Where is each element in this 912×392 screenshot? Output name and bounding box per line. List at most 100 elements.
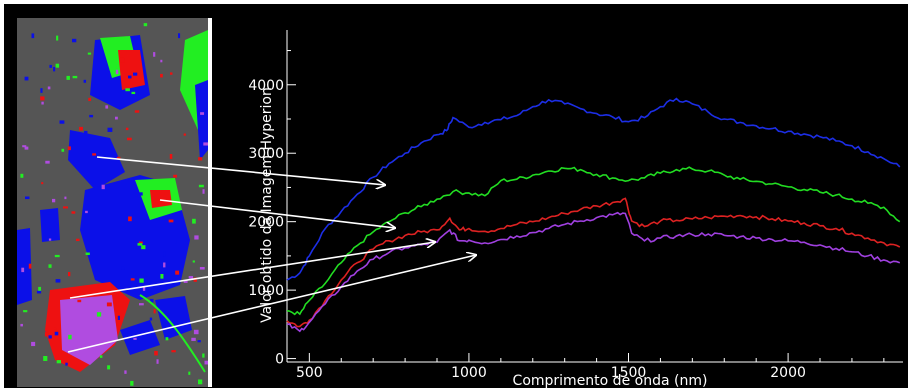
pixel-speck [201, 90, 206, 94]
pixel-speck [72, 38, 77, 43]
pixel-speck [117, 315, 120, 320]
pixel-speck [139, 192, 143, 196]
pixel-speck [163, 251, 166, 257]
blue-region [120, 320, 160, 355]
pixel-speck [52, 198, 56, 203]
pixel-speck [28, 263, 32, 269]
pixel-speck [21, 267, 25, 273]
pixel-speck [97, 285, 101, 288]
inset-separator [208, 18, 212, 387]
pixel-speck [85, 252, 90, 256]
pixel-speck [61, 148, 65, 152]
pixel-speck [119, 57, 125, 63]
pixel-speck [188, 371, 191, 375]
blue-region [68, 130, 125, 190]
pixel-speck [101, 184, 105, 190]
pixel-speck [171, 350, 176, 353]
pixel-speck [116, 156, 121, 160]
pixel-speck [41, 182, 44, 185]
pixel-speck [130, 380, 134, 386]
pixel-speck [125, 88, 130, 92]
spectral-chart: 0 1000 2000 3000 4000 500 1000 1500 2000 Compri… [212, 18, 907, 389]
pixel-speck [108, 284, 112, 290]
pixel-speck [31, 341, 36, 347]
pixel-speck [121, 266, 125, 270]
series-line-1 [286, 97, 901, 281]
pixel-speck [46, 211, 52, 215]
pixel-speck [56, 35, 59, 41]
pixel-speck [183, 133, 186, 136]
pixel-speck [160, 73, 163, 78]
blue-region [195, 80, 208, 160]
pixel-speck [191, 337, 196, 341]
pixel-speck [106, 302, 112, 307]
pixel-speck [160, 59, 163, 63]
pixel-speck [128, 216, 132, 222]
pixel-speck [23, 310, 28, 313]
pixel-speck [87, 52, 92, 55]
y-tick-label: 2000 [248, 215, 284, 231]
pixel-speck [168, 219, 174, 223]
pixel-speck [115, 69, 119, 75]
x-tick-label: 1500 [611, 365, 647, 381]
pixel-speck [53, 67, 56, 72]
pixel-speck [65, 362, 68, 366]
pixel-speck [85, 210, 88, 214]
pixel-speck [125, 127, 129, 131]
pixel-speck [198, 379, 203, 385]
pixel-speck [56, 360, 61, 364]
pixel-speck [202, 189, 205, 194]
pixel-speck [131, 91, 136, 95]
pixel-speck [38, 286, 42, 292]
pixel-speck [156, 359, 159, 364]
pixel-speck [48, 335, 52, 339]
pixel-speck [130, 278, 135, 281]
pixel-speck [178, 33, 181, 39]
pixel-speck [36, 290, 42, 294]
pixel-speck [55, 63, 60, 68]
pixel-speck [202, 353, 205, 358]
pixel-speck [84, 130, 88, 134]
pixel-speck [107, 365, 111, 370]
pixel-speck [128, 75, 132, 79]
classification-image-inset [17, 18, 208, 387]
pixel-speck [88, 97, 92, 102]
pixel-speck [20, 323, 23, 327]
pixel-speck [142, 286, 146, 291]
pixel-speck [153, 309, 156, 314]
pixel-speck [25, 196, 30, 200]
x-axis-title: Comprimento de onda (nm) [513, 373, 708, 389]
pixel-speck [59, 120, 65, 124]
pixel-speck [192, 218, 196, 224]
pixel-speck [198, 157, 203, 161]
pixel-speck [47, 86, 51, 90]
pixel-speck [144, 280, 148, 283]
pixel-speck [175, 270, 180, 275]
y-tick-label: 1000 [248, 283, 284, 299]
pixel-speck [89, 114, 94, 118]
pixel-speck [133, 72, 138, 76]
pixel-speck [66, 75, 70, 80]
chart-background [212, 18, 907, 387]
pixel-speck [24, 76, 29, 81]
pixel-speck [53, 327, 57, 330]
pixel-speck [141, 245, 146, 250]
pixel-speck [153, 52, 156, 57]
pixel-speck [138, 241, 143, 244]
pixel-speck [203, 142, 208, 146]
pixel-speck [124, 370, 127, 374]
pixel-speck [200, 112, 205, 115]
pixel-speck [48, 264, 52, 268]
pixel-speck [150, 298, 154, 303]
plot-box [286, 30, 903, 363]
pixel-speck [31, 33, 35, 39]
pixel-speck [143, 23, 148, 27]
pixel-speck [83, 79, 87, 83]
pixel-speck [88, 322, 92, 325]
pixel-speck [127, 137, 132, 141]
pixel-speck [71, 211, 76, 214]
x-tick-label: 500 [296, 365, 323, 381]
pixel-speck [149, 317, 153, 321]
arrow-4 [67, 255, 476, 353]
pixel-speck [68, 334, 72, 340]
